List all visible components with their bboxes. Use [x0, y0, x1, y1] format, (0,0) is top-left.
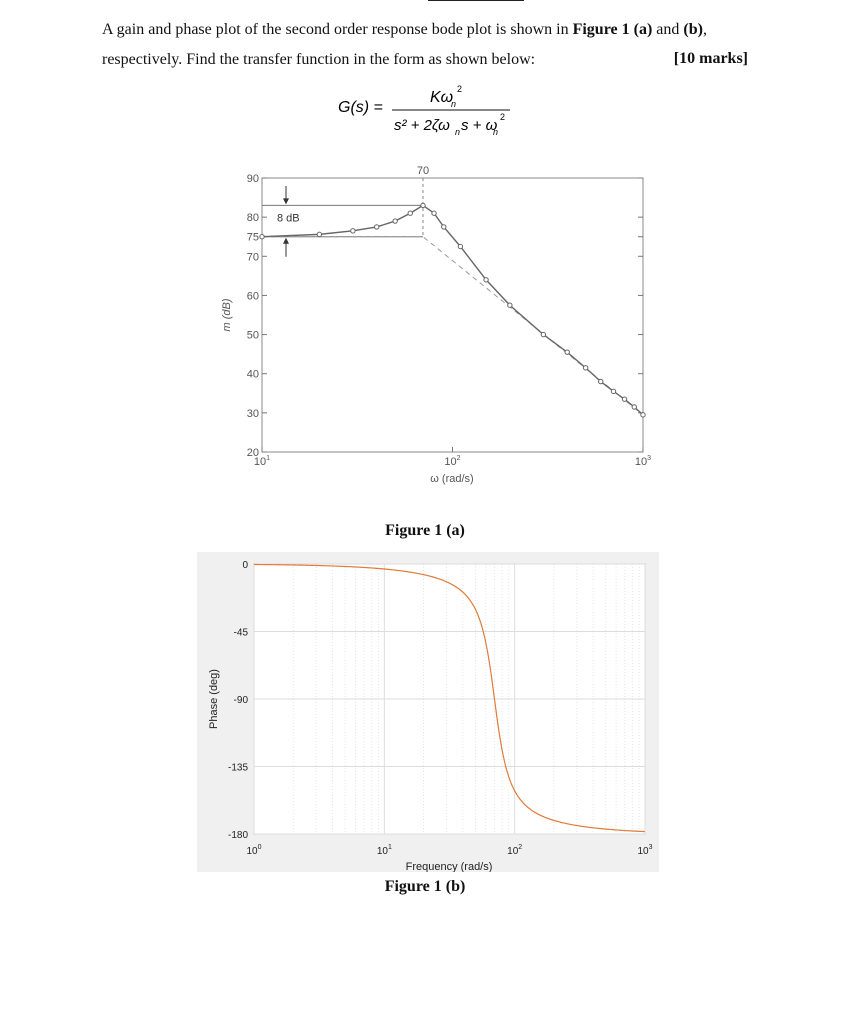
data-point — [640, 412, 646, 418]
question-line-1: A gain and phase plot of the second orde… — [102, 20, 752, 40]
x-axis-ticks: 101 102 103 — [254, 447, 651, 468]
question-text-2: respectively. Find the transfer function… — [102, 51, 536, 68]
formula-lhs: G(s) = — [338, 99, 383, 116]
grid-lines — [253, 563, 646, 835]
question-text: A gain and phase plot of the second orde… — [102, 21, 573, 38]
data-point — [350, 228, 356, 234]
question-text-and: and — [652, 21, 684, 38]
y-tick-label: 0 — [242, 560, 248, 571]
figure-ref-b: (b) — [683, 21, 703, 38]
x-tick-label: 101 — [254, 455, 270, 468]
x-tick-label: 102 — [507, 844, 522, 857]
data-point — [392, 218, 398, 224]
formula-den-sub2: n — [493, 127, 498, 137]
y-tick-label: 70 — [247, 251, 259, 263]
top-rule — [428, 0, 524, 1]
y-axis-label: Phase (deg) — [208, 669, 220, 729]
y-tick-label: 40 — [247, 369, 259, 381]
y-tick-label: 20 — [247, 447, 259, 459]
y-axis-ticks: 90 80 75 70 60 50 40 30 20 — [247, 173, 643, 459]
y-tick-label: 75 — [247, 232, 259, 244]
data-point — [621, 396, 628, 402]
y-axis-label: m (dB) — [221, 298, 233, 331]
data-point — [441, 224, 447, 230]
formula-num-sub: n — [451, 99, 456, 109]
y-tick-label: -90 — [234, 695, 249, 706]
transfer-function-formula: G(s) = Kω n 2 s² + 2ζω n s + ω n 2 — [338, 84, 510, 137]
data-point — [507, 302, 513, 308]
y-tick-label: -180 — [228, 830, 248, 841]
formula-denominator: s² + 2ζω — [394, 117, 450, 134]
x-axis-label: Frequency (rad/s) — [406, 861, 493, 872]
y-tick-label: 90 — [247, 173, 259, 185]
formula-den-mid: s + ω — [461, 117, 498, 134]
y-tick-label: -45 — [234, 628, 249, 639]
y-tick-label: 30 — [247, 408, 259, 420]
data-point — [483, 277, 489, 283]
data-point — [373, 224, 380, 230]
formula-num-sup: 2 — [457, 84, 462, 94]
data-point — [457, 243, 464, 250]
data-point — [582, 365, 589, 371]
data-point — [407, 210, 413, 216]
data-point — [564, 349, 570, 355]
data-point — [259, 234, 265, 240]
x-axis-label: ω (rad/s) — [430, 473, 473, 485]
x-tick-label: 101 — [377, 844, 392, 857]
question-text-end: , — [702, 21, 707, 38]
formula-den-sup: 2 — [500, 112, 505, 122]
figure-1a-caption: Figure 1 (a) — [385, 522, 465, 539]
figure-1b-caption: Figure 1 (b) — [384, 878, 466, 895]
formula-numerator: Kω — [430, 89, 453, 106]
marks-label: [10 marks] — [673, 50, 748, 67]
data-point — [420, 202, 426, 209]
gap-annotation: 8 dB — [277, 212, 300, 224]
data-point — [316, 231, 323, 238]
data-point — [431, 210, 437, 216]
figure-ref-a: Figure 1 (a) — [572, 21, 653, 38]
peak-frequency-annotation: 70 — [417, 165, 429, 177]
plot-frame — [261, 177, 644, 453]
question-line-2: respectively. Find the transfer function… — [102, 50, 752, 70]
data-point — [610, 388, 617, 395]
gap-arrowhead-top — [283, 198, 289, 205]
phase-curve — [253, 563, 646, 833]
gap-arrowhead-bottom — [283, 237, 289, 244]
data-point — [598, 378, 604, 385]
data-point — [540, 331, 547, 338]
y-tick-label: 50 — [247, 330, 259, 342]
x-axis-ticks: 100 101 102 103 — [246, 844, 652, 857]
y-tick-label: -135 — [228, 763, 248, 774]
y-tick-label: 60 — [247, 290, 259, 302]
data-point — [631, 404, 637, 410]
x-tick-label: 103 — [635, 455, 651, 468]
figure-1a-magnitude-plot: 90 80 75 70 60 50 40 30 20 101 102 103 m (dB) ω (r… — [221, 165, 651, 485]
figure-1b-phase-plot: 0 -45 -90 -135 -180 100 101 102 103 Phase (deg)… — [197, 552, 659, 872]
formula-den-sub1: n — [455, 127, 460, 137]
guide-lines — [262, 178, 424, 257]
x-tick-label: 103 — [637, 844, 652, 857]
x-tick-label: 102 — [444, 455, 460, 468]
x-tick-label: 100 — [246, 844, 261, 857]
y-tick-label: 80 — [247, 212, 259, 224]
y-axis-ticks: 0 -45 -90 -135 -180 — [228, 560, 248, 841]
series-group — [259, 202, 646, 418]
